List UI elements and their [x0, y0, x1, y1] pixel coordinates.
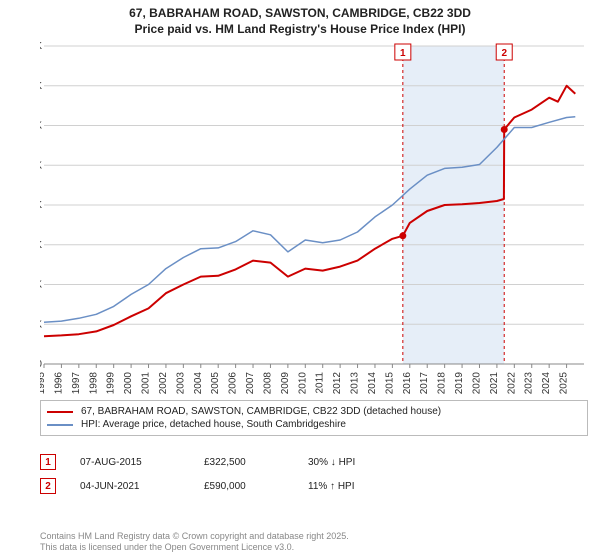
svg-text:£300K: £300K: [40, 240, 42, 251]
svg-text:2022: 2022: [506, 372, 517, 394]
event-date-2: 04-JUN-2021: [80, 481, 180, 492]
svg-text:2000: 2000: [123, 372, 134, 394]
svg-text:£500K: £500K: [40, 160, 42, 171]
svg-text:2001: 2001: [141, 372, 152, 394]
legend-box: 67, BABRAHAM ROAD, SAWSTON, CAMBRIDGE, C…: [40, 400, 588, 436]
svg-text:2021: 2021: [489, 372, 500, 394]
svg-text:1998: 1998: [88, 372, 99, 394]
legend-label-1: 67, BABRAHAM ROAD, SAWSTON, CAMBRIDGE, C…: [81, 406, 441, 417]
credits-line-1: Contains HM Land Registry data © Crown c…: [40, 531, 349, 543]
event-marker-2: 2: [40, 478, 56, 494]
svg-text:2018: 2018: [437, 372, 448, 394]
svg-text:1995: 1995: [40, 372, 47, 394]
svg-text:£700K: £700K: [40, 81, 42, 92]
svg-text:£800K: £800K: [40, 42, 42, 52]
svg-text:2004: 2004: [193, 372, 204, 394]
svg-text:2011: 2011: [315, 372, 326, 394]
svg-text:£100K: £100K: [40, 319, 42, 330]
svg-text:2024: 2024: [541, 372, 552, 394]
svg-text:2006: 2006: [228, 372, 239, 394]
line-chart-svg: £0 £100K £200K £300K £400K £500K £600K £700K £80…: [40, 42, 588, 394]
svg-text:1: 1: [400, 48, 406, 59]
legend-row-1: 67, BABRAHAM ROAD, SAWSTON, CAMBRIDGE, C…: [47, 405, 581, 418]
sale-events: 1 07-AUG-2015 £322,500 30% ↓ HPI 2 04-JU…: [40, 450, 588, 498]
credits-line-2: This data is licensed under the Open Gov…: [40, 542, 349, 554]
event-diff-1: 30% ↓ HPI: [308, 457, 355, 468]
svg-text:2012: 2012: [332, 372, 343, 394]
svg-text:2: 2: [501, 48, 507, 59]
title-line-1: 67, BABRAHAM ROAD, SAWSTON, CAMBRIDGE, C…: [10, 6, 590, 22]
chart-title-block: 67, BABRAHAM ROAD, SAWSTON, CAMBRIDGE, C…: [0, 0, 600, 39]
svg-text:2009: 2009: [280, 372, 291, 394]
svg-text:2014: 2014: [367, 372, 378, 394]
event-price-2: £590,000: [204, 481, 284, 492]
legend-swatch-2: [47, 424, 73, 426]
svg-text:£600K: £600K: [40, 121, 42, 132]
legend-row-2: HPI: Average price, detached house, Sout…: [47, 418, 581, 431]
legend-label-2: HPI: Average price, detached house, Sout…: [81, 419, 346, 430]
svg-text:1999: 1999: [106, 372, 117, 394]
event-diff-2: 11% ↑ HPI: [308, 481, 355, 492]
svg-text:2017: 2017: [419, 372, 430, 394]
event-date-1: 07-AUG-2015: [80, 457, 180, 468]
credits: Contains HM Land Registry data © Crown c…: [40, 531, 349, 554]
svg-text:2010: 2010: [297, 372, 308, 394]
svg-text:1996: 1996: [53, 372, 64, 394]
svg-text:£200K: £200K: [40, 280, 42, 291]
svg-text:2015: 2015: [384, 372, 395, 394]
svg-text:1997: 1997: [71, 372, 82, 394]
chart-area: £0 £100K £200K £300K £400K £500K £600K £700K £80…: [40, 42, 588, 394]
svg-text:£400K: £400K: [40, 200, 42, 211]
legend-swatch-1: [47, 411, 73, 413]
svg-text:2003: 2003: [175, 372, 186, 394]
svg-text:2023: 2023: [524, 372, 535, 394]
event-row-1: 1 07-AUG-2015 £322,500 30% ↓ HPI: [40, 450, 588, 474]
svg-text:2005: 2005: [210, 372, 221, 394]
svg-text:2016: 2016: [402, 372, 413, 394]
svg-text:2007: 2007: [245, 372, 256, 394]
svg-text:2019: 2019: [454, 372, 465, 394]
svg-text:£0: £0: [40, 359, 42, 370]
event-row-2: 2 04-JUN-2021 £590,000 11% ↑ HPI: [40, 474, 588, 498]
svg-text:2008: 2008: [262, 372, 273, 394]
svg-text:2020: 2020: [471, 372, 482, 394]
svg-text:2025: 2025: [559, 372, 570, 394]
title-line-2: Price paid vs. HM Land Registry's House …: [10, 22, 590, 38]
svg-text:2013: 2013: [350, 372, 361, 394]
svg-text:2002: 2002: [158, 372, 169, 394]
event-marker-1: 1: [40, 454, 56, 470]
event-price-1: £322,500: [204, 457, 284, 468]
